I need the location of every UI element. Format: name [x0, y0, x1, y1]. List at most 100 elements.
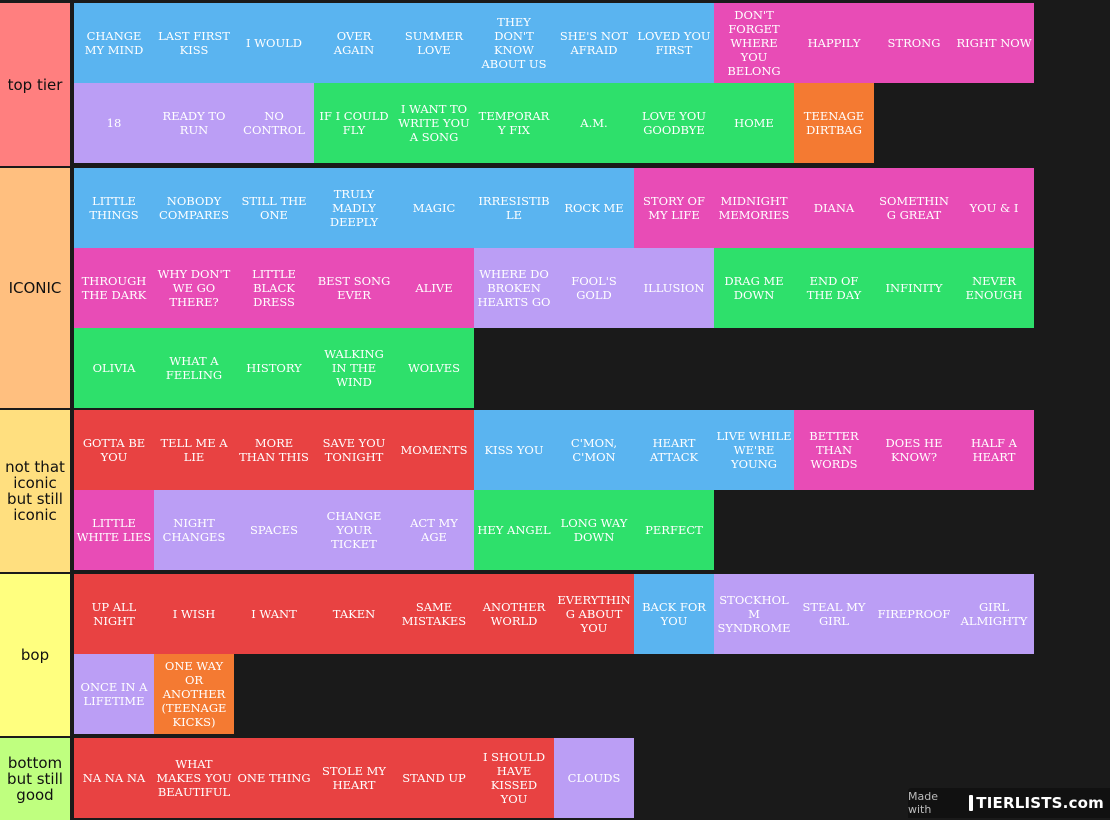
tier-item[interactable]: YOU & I	[954, 168, 1034, 248]
tier-item[interactable]: LITTLE THINGS	[74, 168, 154, 248]
tier-item[interactable]: STEAL MY GIRL	[794, 574, 874, 654]
tier-item[interactable]: NOBODY COMPARES	[154, 168, 234, 248]
tier-item[interactable]: BETTER THAN WORDS	[794, 410, 874, 490]
tier-label[interactable]: bottom but still good	[0, 738, 70, 820]
tier-item[interactable]: EVERYTHING ABOUT YOU	[554, 574, 634, 654]
tier-label[interactable]: top tier	[0, 3, 70, 166]
tier-item[interactable]: I WANT TO WRITE YOU A SONG	[394, 83, 474, 163]
tier-item[interactable]: GOTTA BE YOU	[74, 410, 154, 490]
tier-item[interactable]: 18	[74, 83, 154, 163]
tier-item[interactable]: HAPPILY	[794, 3, 874, 83]
tier-item[interactable]: ALIVE	[394, 248, 474, 328]
tier-item[interactable]: STAND UP	[394, 738, 474, 818]
tier-item[interactable]: HEART ATTACK	[634, 410, 714, 490]
tier-item[interactable]: NIGHT CHANGES	[154, 490, 234, 570]
tier-item[interactable]: WOLVES	[394, 328, 474, 408]
tier-item[interactable]: LIVE WHILE WE'RE YOUNG	[714, 410, 794, 490]
watermark[interactable]: Made with TIERLISTS.com	[908, 788, 1110, 818]
tier-item[interactable]: HALF A HEART	[954, 410, 1034, 490]
tier-label[interactable]: bop	[0, 574, 70, 736]
tier-item[interactable]: MORE THAN THIS	[234, 410, 314, 490]
tier-item[interactable]: WHAT A FEELING	[154, 328, 234, 408]
tier-item[interactable]: KISS YOU	[474, 410, 554, 490]
tier-item[interactable]: DOES HE KNOW?	[874, 410, 954, 490]
tier-item[interactable]: SPACES	[234, 490, 314, 570]
tier-label[interactable]: not that iconic but still iconic	[0, 410, 70, 572]
tier-item[interactable]: THEY DON'T KNOW ABOUT US	[474, 3, 554, 83]
tier-item[interactable]: I WISH	[154, 574, 234, 654]
tier-item[interactable]: WHAT MAKES YOU BEAUTIFUL	[154, 738, 234, 818]
tier-item[interactable]: TEMPORARY FIX	[474, 83, 554, 163]
tier-item[interactable]: CHANGE MY MIND	[74, 3, 154, 83]
tier-item[interactable]: IRRESISTIBLE	[474, 168, 554, 248]
tier-item[interactable]: HOME	[714, 83, 794, 163]
tier-item[interactable]: GIRL ALMIGHTY	[954, 574, 1034, 654]
tier-item[interactable]: ILLUSION	[634, 248, 714, 328]
tier-item[interactable]: TELL ME A LIE	[154, 410, 234, 490]
tier-item[interactable]: I WANT	[234, 574, 314, 654]
tier-item[interactable]: STILL THE ONE	[234, 168, 314, 248]
tierlists-logo-icon	[969, 795, 974, 811]
tier-item[interactable]: ONCE IN A LIFETIME	[74, 654, 154, 734]
tier-item[interactable]: DON'T FORGET WHERE YOU BELONG	[714, 3, 794, 83]
tier-item[interactable]: FIREPROOF	[874, 574, 954, 654]
tier-item[interactable]: A.M.	[554, 83, 634, 163]
tier-item[interactable]: NEVER ENOUGH	[954, 248, 1034, 328]
tier-item[interactable]: BACK FOR YOU	[634, 574, 714, 654]
tier-item[interactable]: I WOULD	[234, 3, 314, 83]
tier-item[interactable]: DIANA	[794, 168, 874, 248]
tier-item[interactable]: MAGIC	[394, 168, 474, 248]
tier-item[interactable]: NO CONTROL	[234, 83, 314, 163]
tier-item[interactable]: END OF THE DAY	[794, 248, 874, 328]
tier-item[interactable]: LOVED YOU FIRST	[634, 3, 714, 83]
tier-item[interactable]: HISTORY	[234, 328, 314, 408]
tier-items: CHANGE MY MIND LAST FIRST KISS I WOULD OVER…	[74, 3, 1034, 166]
tier-item[interactable]: IF I COULD FLY	[314, 83, 394, 163]
tier-item[interactable]: LITTLE WHITE LIES	[74, 490, 154, 570]
tier-item[interactable]: DRAG ME DOWN	[714, 248, 794, 328]
tier-item[interactable]: READY TO RUN	[154, 83, 234, 163]
tier-item[interactable]: LITTLE BLACK DRESS	[234, 248, 314, 328]
tier-item[interactable]: C'MON, C'MON	[554, 410, 634, 490]
tier-item[interactable]: MIDNIGHT MEMORIES	[714, 168, 794, 248]
tier-item[interactable]: SAVE YOU TONIGHT	[314, 410, 394, 490]
tier-item[interactable]: THROUGH THE DARK	[74, 248, 154, 328]
tier-item[interactable]: HEY ANGEL	[474, 490, 554, 570]
tier-item[interactable]: FOOL'S GOLD	[554, 248, 634, 328]
tier-item[interactable]: LONG WAY DOWN	[554, 490, 634, 570]
tier-item[interactable]: STORY OF MY LIFE	[634, 168, 714, 248]
tier-item[interactable]: ANOTHER WORLD	[474, 574, 554, 654]
tier-item[interactable]: STOLE MY HEART	[314, 738, 394, 818]
tier-item[interactable]: STRONG	[874, 3, 954, 83]
tier-item[interactable]: TAKEN	[314, 574, 394, 654]
tier-item[interactable]: RIGHT NOW	[954, 3, 1034, 83]
tier-item[interactable]: OLIVIA	[74, 328, 154, 408]
tier-label[interactable]: ICONIC	[0, 168, 70, 408]
tier-item[interactable]: ROCK ME	[554, 168, 634, 248]
tier-item[interactable]: WHERE DO BROKEN HEARTS GO	[474, 248, 554, 328]
tier-item[interactable]: CLOUDS	[554, 738, 634, 818]
tier-item[interactable]: TEENAGE DIRTBAG	[794, 83, 874, 163]
tier-item[interactable]: LAST FIRST KISS	[154, 3, 234, 83]
tier-item[interactable]: MOMENTS	[394, 410, 474, 490]
tier-item[interactable]: LOVE YOU GOODBYE	[634, 83, 714, 163]
tier-item[interactable]: PERFECT	[634, 490, 714, 570]
tier-item[interactable]: NA NA NA	[74, 738, 154, 818]
tier-item[interactable]: OVER AGAIN	[314, 3, 394, 83]
tier-item[interactable]: BEST SONG EVER	[314, 248, 394, 328]
tier-item[interactable]: WHY DON'T WE GO THERE?	[154, 248, 234, 328]
tier-item[interactable]: ONE WAY OR ANOTHER (TEENAGE KICKS)	[154, 654, 234, 734]
tier-item[interactable]: CHANGE YOUR TICKET	[314, 490, 394, 570]
tier-item[interactable]: SUMMER LOVE	[394, 3, 474, 83]
tier-item[interactable]: ONE THING	[234, 738, 314, 818]
tier-item[interactable]: TRULY MADLY DEEPLY	[314, 168, 394, 248]
tier-item[interactable]: SOMETHING GREAT	[874, 168, 954, 248]
tier-item[interactable]: SAME MISTAKES	[394, 574, 474, 654]
tier-item[interactable]: INFINITY	[874, 248, 954, 328]
tier-item[interactable]: I SHOULD HAVE KISSED YOU	[474, 738, 554, 818]
tier-item[interactable]: ACT MY AGE	[394, 490, 474, 570]
tier-item[interactable]: SHE'S NOT AFRAID	[554, 3, 634, 83]
tier-item[interactable]: WALKING IN THE WIND	[314, 328, 394, 408]
tier-item[interactable]: UP ALL NIGHT	[74, 574, 154, 654]
tier-item[interactable]: STOCKHOLM SYNDROME	[714, 574, 794, 654]
